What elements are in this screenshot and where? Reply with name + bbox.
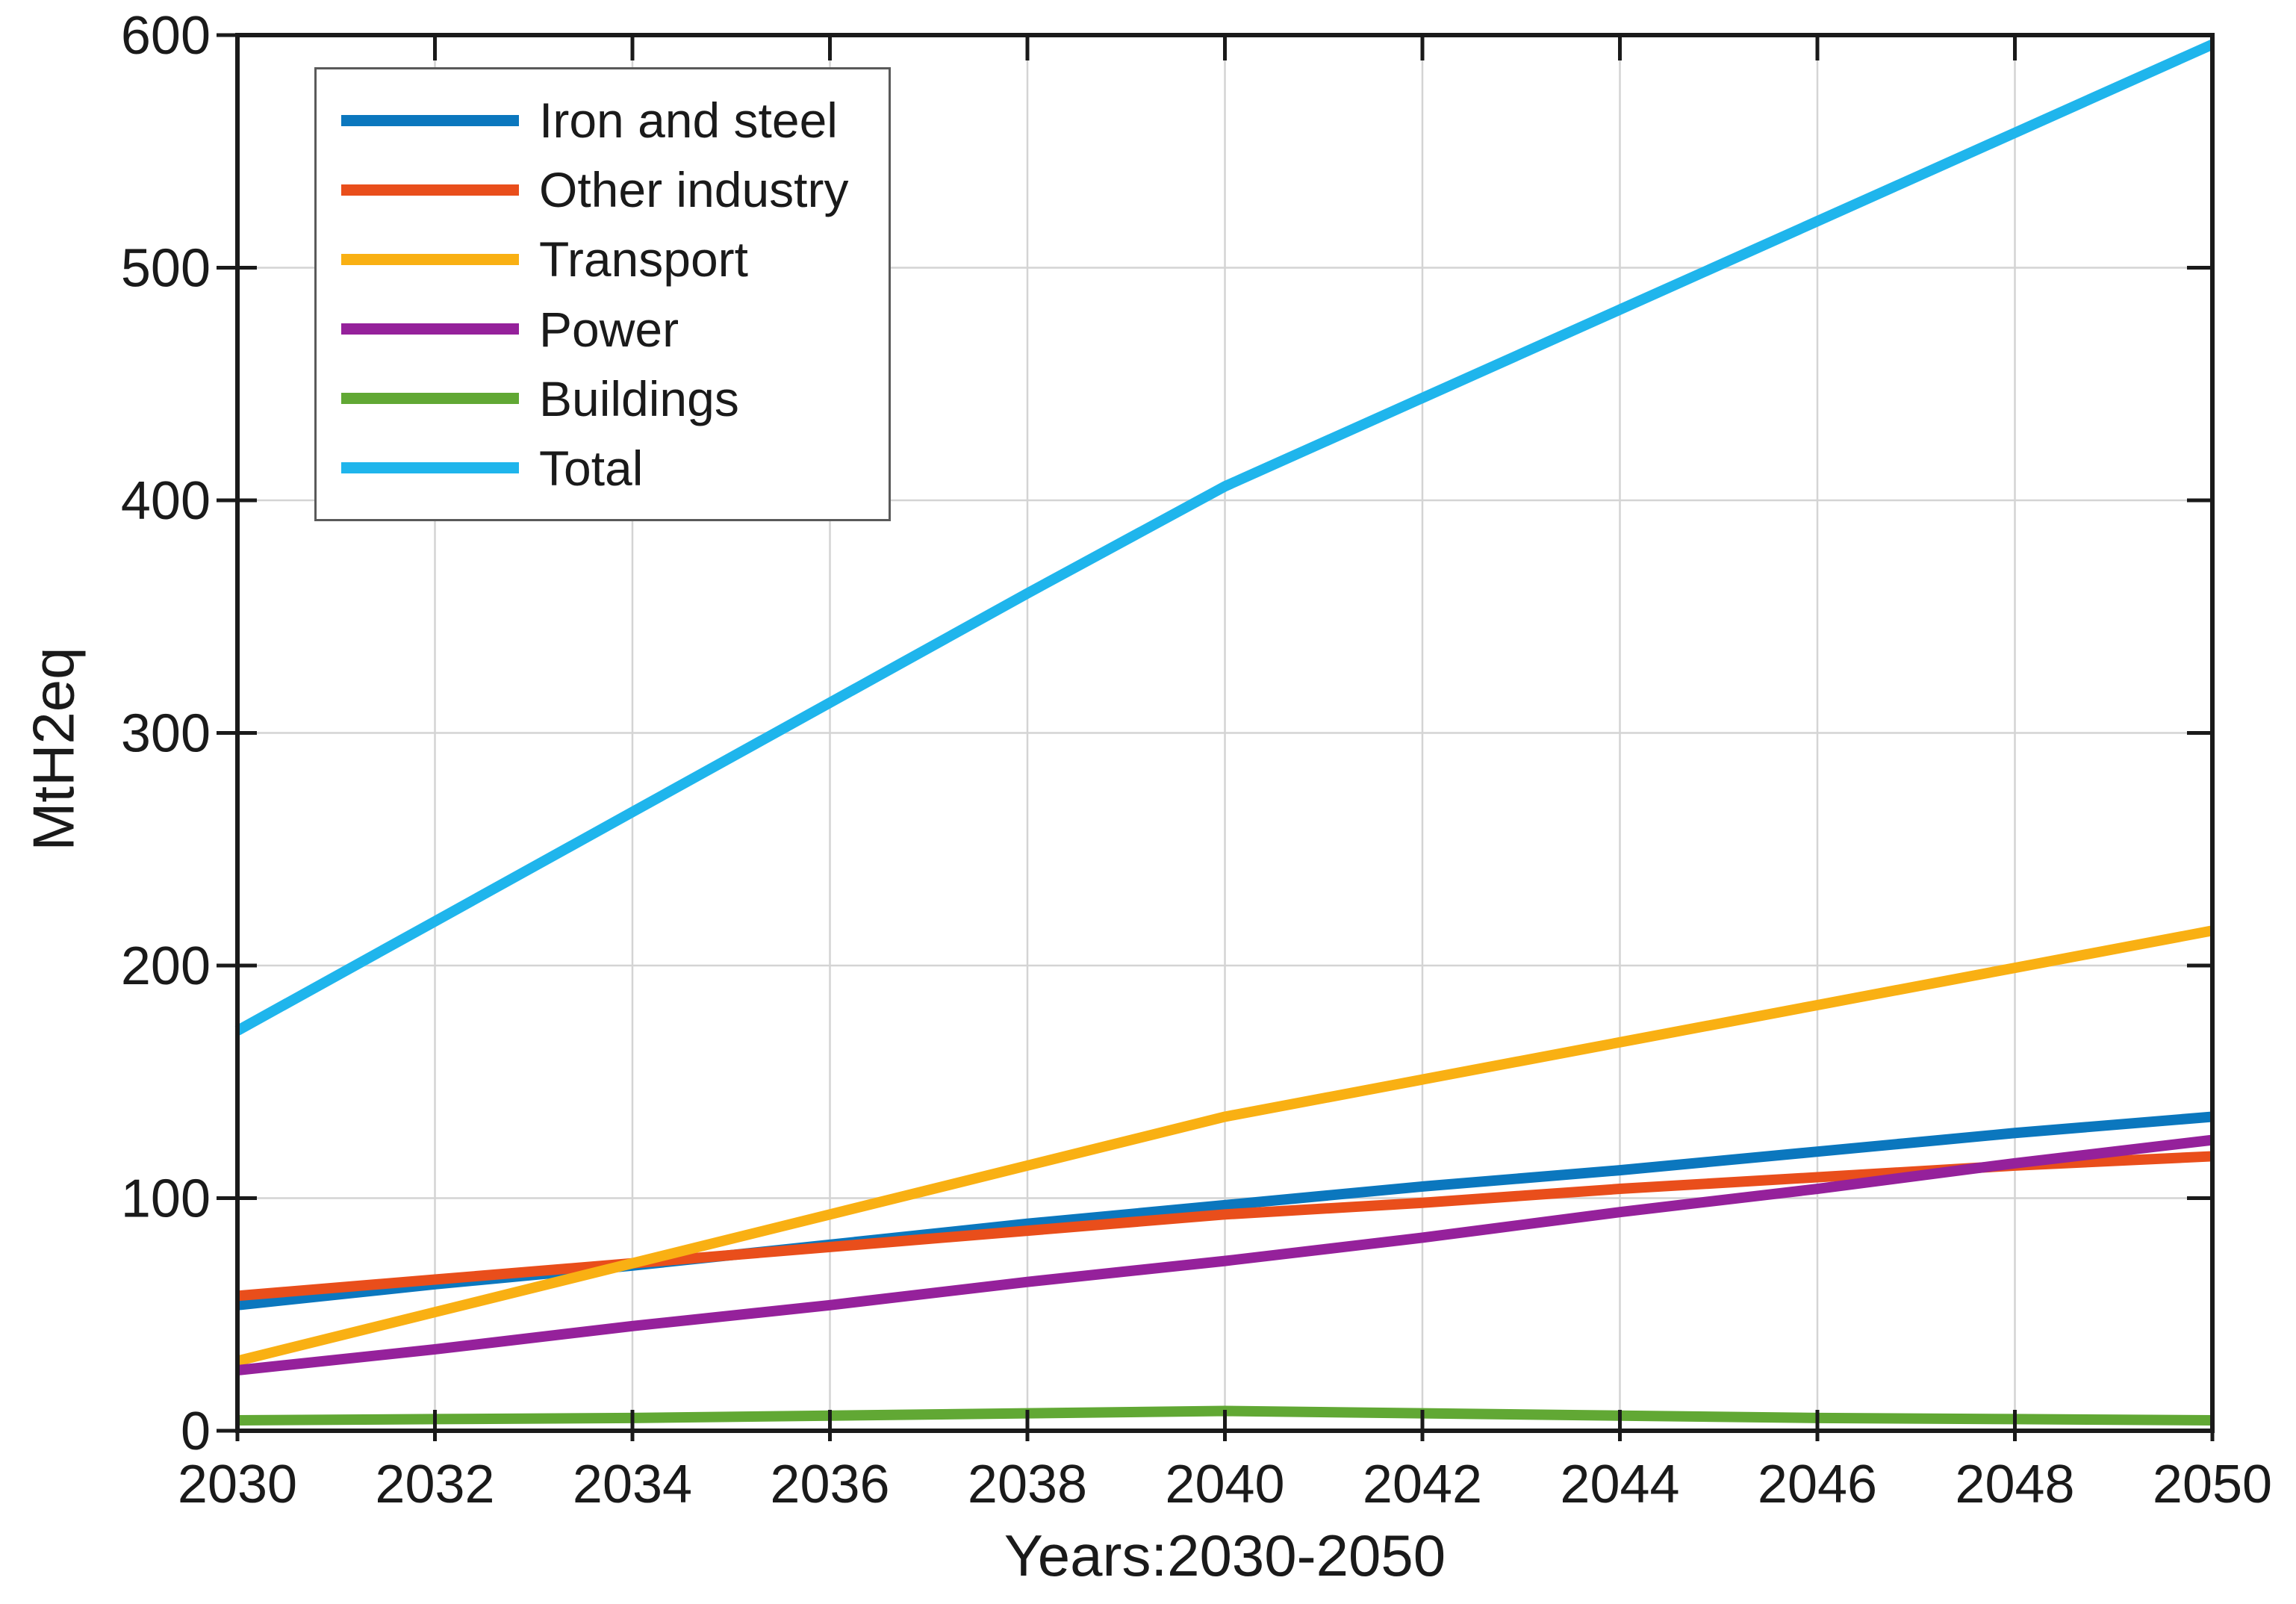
x-tick-label: 2048	[1955, 1455, 2074, 1514]
y-tick-label: 500	[121, 239, 211, 299]
legend-item-iron-and-steel: Iron and steel	[317, 96, 889, 145]
y-tick-label: 300	[121, 704, 211, 764]
x-tick-label: 2034	[573, 1455, 692, 1514]
legend-swatch-transport	[341, 253, 519, 265]
legend-swatch-total	[341, 462, 519, 474]
x-tick-label: 2042	[1363, 1455, 1482, 1514]
legend-label-total: Total	[539, 440, 644, 496]
x-tick-label: 2040	[1165, 1455, 1284, 1514]
x-tick-label: 2046	[1758, 1455, 1877, 1514]
x-tick-label: 2044	[1560, 1455, 1679, 1514]
x-tick-label: 2030	[178, 1455, 297, 1514]
x-tick-label: 2038	[968, 1455, 1087, 1514]
legend-swatch-buildings	[341, 393, 519, 405]
series-line-total	[234, 40, 2215, 1036]
legend-label-power: Power	[539, 301, 679, 357]
legend-swatch-other-industry	[341, 184, 519, 196]
series-line-other-industry	[237, 1151, 2213, 1302]
y-axis-title: MtH2eq	[20, 647, 87, 851]
x-axis-title: Years:2030-2050	[1004, 1523, 1446, 1588]
x-tick-label: 2032	[375, 1455, 494, 1514]
legend-item-total: Total	[317, 444, 889, 493]
legend-item-other-industry: Other industry	[317, 165, 889, 214]
y-tick-label: 100	[121, 1169, 211, 1229]
legend-label-buildings: Buildings	[539, 370, 739, 426]
legend-item-buildings: Buildings	[317, 374, 889, 423]
y-tick-label: 400	[121, 471, 211, 531]
legend-label-transport: Transport	[539, 231, 748, 287]
y-tick-label: 200	[121, 936, 211, 996]
legend-item-transport: Transport	[317, 234, 889, 284]
legend-label-other-industry: Other industry	[539, 162, 849, 218]
x-tick-label: 2050	[2153, 1455, 2272, 1514]
series-line-transport	[236, 925, 2214, 1367]
y-tick-label: 0	[181, 1402, 211, 1461]
y-tick-label: 600	[121, 6, 211, 66]
legend-box: Iron and steel Other industry Transport …	[314, 67, 891, 521]
legend-swatch-iron-and-steel	[341, 114, 519, 126]
legend-label-iron-and-steel: Iron and steel	[539, 93, 838, 149]
legend-swatch-power	[341, 323, 519, 335]
series-line-power	[237, 1134, 2213, 1375]
legend-item-power: Power	[317, 305, 889, 354]
x-tick-label: 2036	[770, 1455, 889, 1514]
